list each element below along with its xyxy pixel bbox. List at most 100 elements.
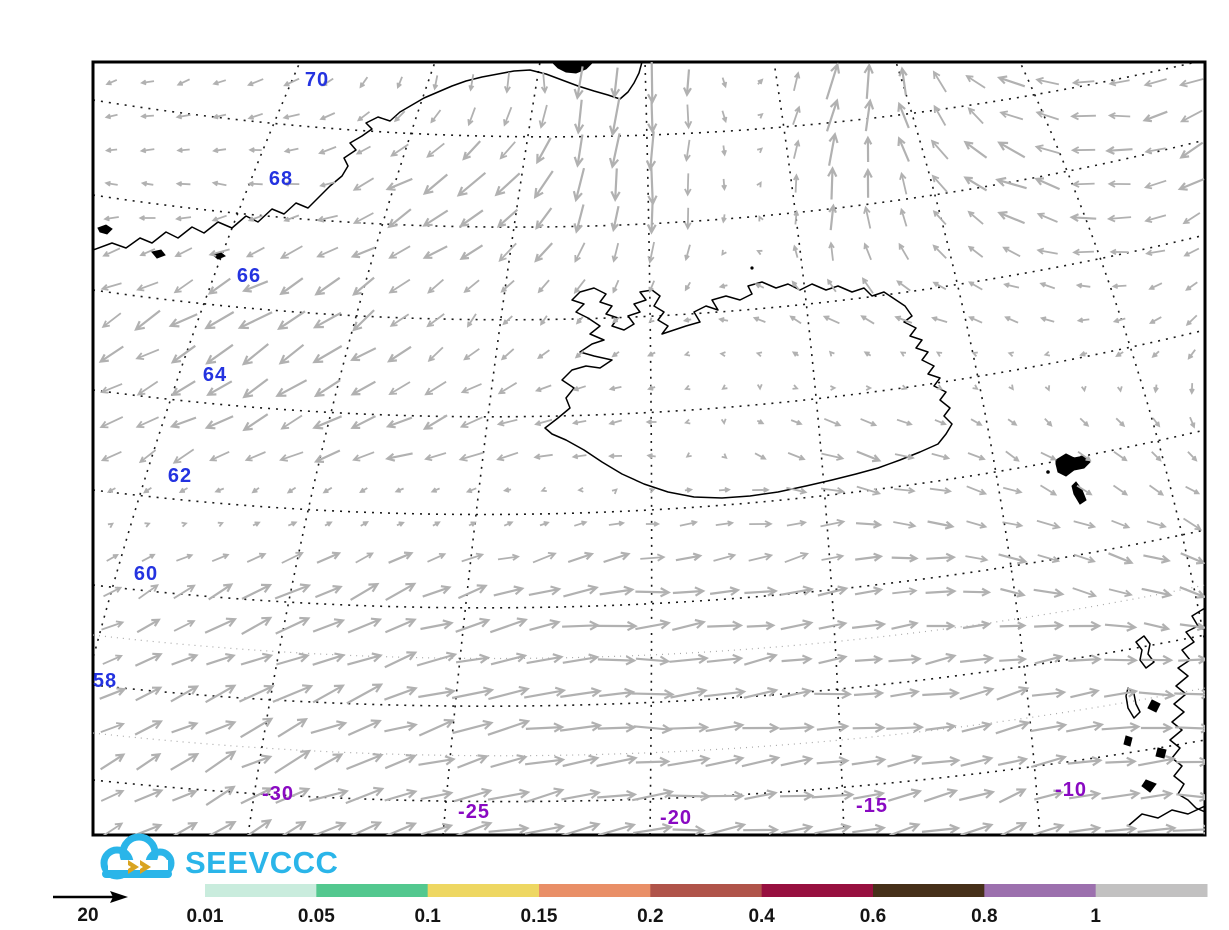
wind-arrow xyxy=(932,244,947,259)
wind-arrow xyxy=(574,242,586,263)
wind-arrow xyxy=(612,317,620,324)
wind-arrow xyxy=(134,720,164,736)
wind-arrow xyxy=(828,241,835,261)
wind-arrow xyxy=(887,754,923,768)
colorbar-tick-label: 0.2 xyxy=(637,906,663,927)
wind-arrow xyxy=(790,419,803,426)
wind-arrow xyxy=(886,722,925,733)
wind-arrow xyxy=(672,618,707,631)
wind-arrow xyxy=(647,351,656,357)
wind-arrow xyxy=(752,486,770,493)
wind-arrow xyxy=(455,617,491,633)
wind-arrow xyxy=(685,452,692,458)
wind-arrow xyxy=(1036,212,1058,223)
wind-arrow xyxy=(502,487,512,493)
wind-arrow xyxy=(390,143,409,157)
wind-arrow xyxy=(1113,451,1128,462)
wind-arrow xyxy=(352,212,374,224)
wind-arrow xyxy=(1179,109,1203,123)
wind-arrow xyxy=(98,345,124,363)
wind-arrow xyxy=(1148,484,1165,496)
wind-arrow xyxy=(175,215,192,222)
colorbar-tick-label: 0.05 xyxy=(298,906,335,927)
latitude-labels: 70 68 66 64 62 60 58 xyxy=(93,69,328,692)
wind-arrow xyxy=(998,553,1028,565)
wind-arrow xyxy=(309,788,349,802)
wind-arrow xyxy=(312,652,346,666)
wind-arrow xyxy=(312,821,347,835)
wind-arrow xyxy=(743,686,779,699)
wind-arrow xyxy=(963,587,992,597)
wind-arrow xyxy=(721,178,728,192)
wind-arrow xyxy=(212,113,227,120)
wind-arrow xyxy=(892,587,918,596)
wind-arrow xyxy=(212,147,227,154)
wind-arrow xyxy=(861,277,874,294)
wind-arrow xyxy=(359,76,369,89)
wind-arrow xyxy=(503,521,514,527)
wind-arrow xyxy=(352,451,375,462)
latitude-label: 60 xyxy=(134,563,158,585)
wind-arrow xyxy=(672,586,706,597)
wind-arrow xyxy=(173,620,196,632)
wind-arrow xyxy=(1183,517,1203,531)
wind-arrow xyxy=(1106,214,1132,223)
wind-arrow xyxy=(214,487,225,493)
longitude-label: -20 xyxy=(660,807,692,829)
wind-arrow xyxy=(863,62,874,99)
wind-arrow xyxy=(385,452,413,462)
wind-arrow xyxy=(825,98,840,132)
wind-arrow xyxy=(1108,79,1130,87)
wind-arrow xyxy=(1002,486,1023,495)
wind-arrow xyxy=(828,350,835,357)
wind-arrow xyxy=(853,789,886,800)
wind-arrow xyxy=(1176,756,1205,768)
wind-arrow xyxy=(467,107,476,127)
wind-arrow xyxy=(573,66,584,100)
wind-reference-arrow-head xyxy=(110,891,128,903)
chevron-icon xyxy=(128,860,139,874)
wind-arrow xyxy=(1035,110,1059,121)
wind-arrow xyxy=(277,310,306,331)
wind-arrow xyxy=(350,380,376,396)
wind-arrow xyxy=(1143,78,1167,88)
wind-arrow xyxy=(283,147,299,154)
wind-arrow xyxy=(174,247,193,257)
wind-arrow xyxy=(497,553,520,561)
wind-arrow xyxy=(135,348,160,360)
wind-arrow xyxy=(703,687,747,698)
wind-arrow xyxy=(828,131,839,166)
wind-arrow xyxy=(100,450,122,462)
wind-arrows xyxy=(98,62,1205,835)
wind-arrow xyxy=(961,721,993,733)
wind-arrow xyxy=(608,133,621,169)
wind-arrow xyxy=(240,652,274,666)
wind-arrow xyxy=(1144,147,1166,155)
wind-arrow xyxy=(820,486,845,495)
wind-arrow xyxy=(100,753,126,771)
wind-arrow xyxy=(821,553,845,561)
wind-arrow xyxy=(418,687,457,699)
wind-arrow xyxy=(394,487,404,493)
wind-arrow xyxy=(705,754,745,767)
wind-arrow xyxy=(781,687,813,699)
wind-arrow xyxy=(744,789,778,801)
wind-arrow xyxy=(898,242,910,261)
wind-arrow xyxy=(646,203,657,235)
wind-arrow xyxy=(352,309,375,332)
wind-arrow xyxy=(432,75,439,91)
wind-arrow xyxy=(422,173,449,196)
wind-arrow xyxy=(1111,519,1131,529)
wind-arrow xyxy=(496,418,518,427)
wind-arrow xyxy=(455,821,493,835)
wind-arrow xyxy=(1075,282,1091,289)
wind-arrow xyxy=(1072,587,1098,598)
wind-arrow xyxy=(103,586,123,598)
wind-arrow xyxy=(817,585,849,597)
wind-arrow xyxy=(865,385,873,391)
wind-arrow xyxy=(1116,386,1123,393)
wind-arrow xyxy=(756,419,765,425)
wind-arrow xyxy=(282,113,300,120)
wind-arrow xyxy=(529,619,561,631)
wind-arrow xyxy=(1104,621,1138,632)
